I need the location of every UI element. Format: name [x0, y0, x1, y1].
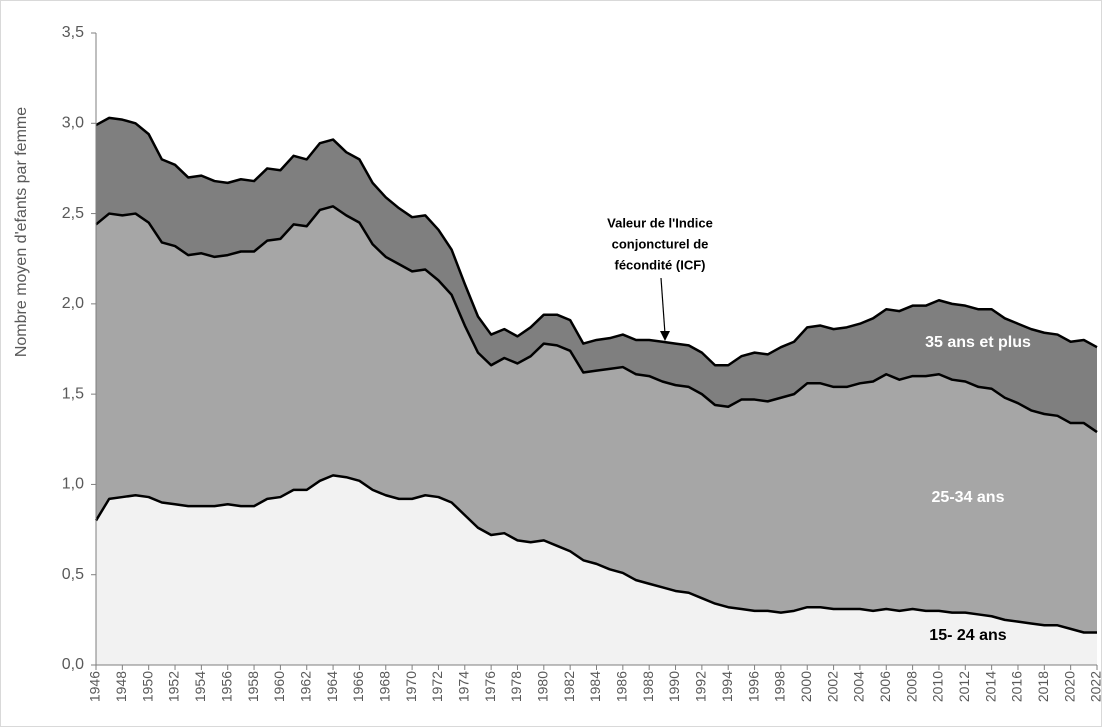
x-tick-label: 1982	[561, 671, 577, 702]
x-tick-label: 1950	[139, 671, 155, 702]
x-tick-label: 1984	[587, 671, 603, 702]
x-tick-label: 2018	[1035, 671, 1051, 702]
series-label: 35 ans et plus	[925, 334, 1031, 351]
y-tick-label: 0,0	[62, 656, 84, 673]
annotation: conjoncturel de	[612, 236, 709, 251]
x-tick-label: 1980	[535, 671, 551, 702]
x-tick-label: 1960	[271, 671, 287, 702]
area	[96, 206, 1097, 633]
plot-area	[94, 116, 1098, 665]
y-tick-label: 2,5	[62, 205, 84, 222]
area-line	[95, 205, 1098, 434]
x-tick-label: 2010	[930, 671, 946, 702]
x-tick-label: 1946	[87, 671, 103, 702]
series-label: 15- 24 ans	[929, 627, 1006, 644]
x-tick-label: 2016	[1009, 671, 1025, 702]
area-line	[95, 116, 1098, 367]
x-tick-label: 2022	[1088, 671, 1102, 702]
area	[96, 117, 1097, 433]
x-tick-label: 1964	[324, 671, 340, 702]
y-tick-label: 2,0	[62, 295, 84, 312]
x-tick-label: 1948	[113, 671, 129, 702]
annotation-arrow	[660, 277, 666, 335]
x-tick-label: 1954	[192, 671, 208, 702]
x-tick-label: 2000	[798, 671, 814, 702]
x-tick-label: 2002	[824, 671, 840, 702]
x-tick-label: 1972	[429, 671, 445, 702]
x-tick-label: 1970	[403, 671, 419, 702]
area-line	[94, 474, 1097, 634]
x-tick-label: 1962	[297, 671, 313, 702]
y-tick-label: 1,5	[62, 385, 84, 402]
x-tick-label: 1994	[719, 671, 735, 702]
x-tick-label: 1992	[693, 671, 709, 702]
annotation: fécondité (ICF)	[615, 257, 706, 272]
x-tick-label: 1978	[508, 671, 524, 702]
x-tick-label: 1976	[482, 671, 498, 702]
x-tick-label: 1996	[745, 671, 761, 702]
annotation: Valeur de l'Indice	[607, 215, 713, 230]
x-tick-label: 2020	[1061, 671, 1077, 702]
x-tick-label: 2008	[903, 671, 919, 702]
x-tick-label: 1988	[640, 671, 656, 702]
x-tick-label: 1956	[218, 671, 234, 702]
x-tick-label: 1990	[666, 671, 682, 702]
x-tick-label: 1998	[772, 671, 788, 702]
x-tick-label: 1958	[245, 671, 261, 702]
series-label: 25-34 ans	[932, 489, 1005, 506]
y-tick-label: 0,5	[62, 566, 84, 583]
x-tick-label: 1968	[376, 671, 392, 702]
x-tick-label: 2014	[982, 671, 998, 702]
x-tick-label: 2012	[956, 671, 972, 702]
y-tick-label: 3,0	[62, 115, 84, 132]
y-tick-label: 3,5	[62, 24, 84, 41]
x-tick-label: 1974	[455, 671, 471, 702]
y-tick-label: 1,0	[62, 476, 84, 493]
x-tick-label: 2006	[877, 671, 893, 702]
x-tick-label: 1966	[350, 671, 366, 702]
y-axis-label: Nombre moyen d'efants par femme	[13, 107, 30, 357]
annotation-arrowhead	[660, 331, 670, 341]
area	[96, 475, 1097, 665]
x-tick-label: 2004	[851, 671, 867, 702]
x-tick-label: 1952	[166, 671, 182, 702]
x-tick-label: 1986	[614, 671, 630, 702]
